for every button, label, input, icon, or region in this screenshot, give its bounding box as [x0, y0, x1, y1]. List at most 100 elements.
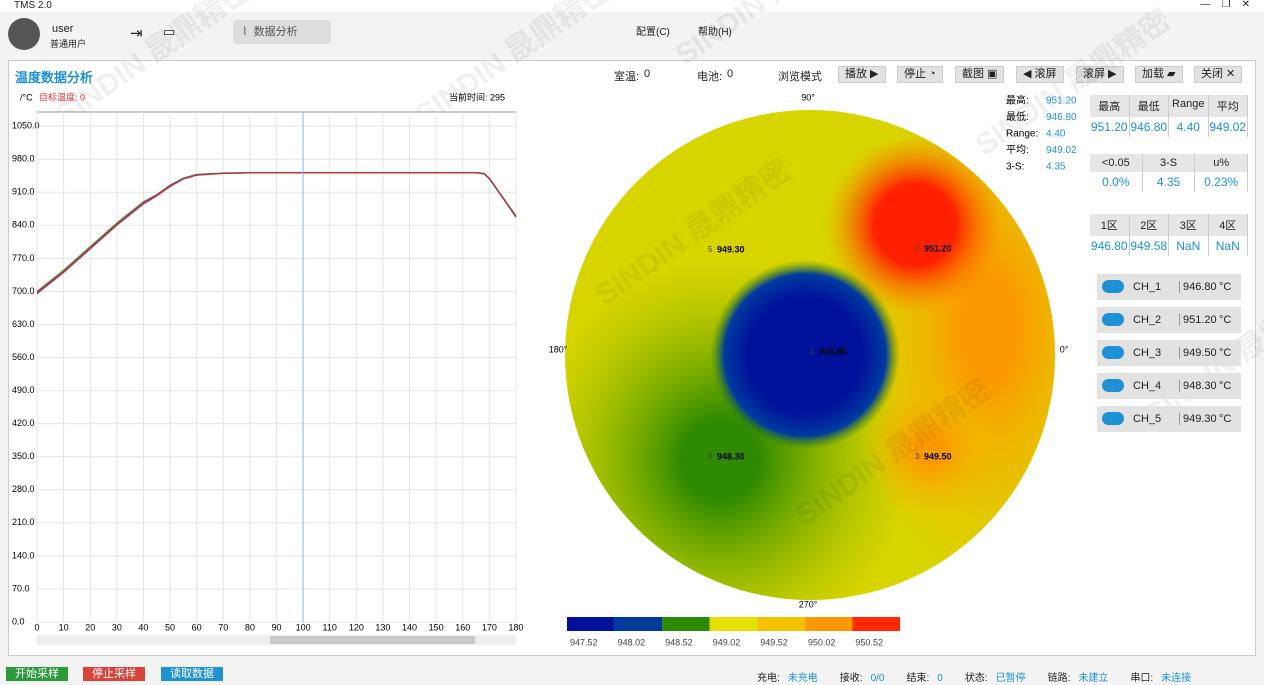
status-item: 接收: 0/0: [840, 673, 885, 684]
button[interactable]: 滚屏 ▶: [1076, 66, 1124, 83]
logout-icon[interactable]: ⇥: [130, 25, 143, 42]
channel-name: CH_2: [1133, 314, 1162, 326]
cell: 3-S: [1143, 154, 1196, 172]
tab[interactable]: ⌇ 数据分析: [233, 20, 331, 44]
cell: NaN: [1169, 236, 1209, 256]
channel-unit: °C: [1219, 347, 1232, 359]
button[interactable]: 播放 ▶: [838, 66, 886, 83]
x-tick-label: 50: [165, 622, 175, 632]
x-tick-label: 180: [508, 622, 523, 632]
table-row: 951.20 946.80 4.40 949.02: [1090, 117, 1248, 137]
colorbar-cell: [614, 617, 663, 631]
stats-table: 1区 2区 3区 4区 946.80 949.58 NaN NaN: [1090, 214, 1248, 256]
target: 目标温度: 0: [39, 91, 85, 102]
button[interactable]: 关闭 ✕: [1194, 66, 1243, 83]
window-title: TMS 2.0: [14, 0, 52, 11]
status-value: 未充电: [787, 673, 818, 684]
stat-value: 4.35: [1046, 162, 1066, 173]
y-tick-label: 700.0: [12, 286, 35, 296]
button[interactable]: 截图 ▣: [955, 66, 1005, 83]
y-tick-label: 280.0: [12, 484, 35, 494]
stat-label: 最低:: [1006, 110, 1029, 123]
cell: 946.80: [1129, 117, 1169, 137]
x-tick-label: 10: [59, 622, 69, 632]
window-controls[interactable]: — ❐ ✕: [1200, 0, 1250, 10]
channel-name: CH_1: [1133, 281, 1162, 293]
colorbar-label: 947.52: [570, 637, 598, 647]
point-id: 1: [810, 347, 815, 356]
tab-label: 数据分析: [253, 26, 298, 38]
colorbar-label: 949.02: [713, 637, 741, 647]
x-tick-label: 70: [218, 622, 228, 632]
cell: 最低: [1130, 95, 1169, 117]
y-tick-label: 630.0: [12, 319, 35, 329]
button[interactable]: 停止 ◔: [897, 66, 943, 83]
read-button[interactable]: 读取数据: [161, 667, 223, 681]
label: 播放: [845, 68, 867, 80]
label: 停止: [904, 68, 926, 80]
x-tick-label: 40: [138, 622, 148, 632]
y-label: /°C: [20, 92, 33, 102]
channel: CH_3 949.50 °C: [1097, 340, 1241, 366]
point-value: 949.30: [717, 244, 745, 254]
channel-value: 946.80: [1179, 281, 1217, 293]
device-icon[interactable]: ▭: [163, 24, 176, 39]
label: 关闭: [1201, 68, 1223, 80]
scroll-thumb[interactable]: [270, 636, 475, 644]
watermark: SINDIN 晟鼎精密: [969, 2, 1177, 162]
x-tick-label: 100: [296, 622, 311, 632]
y-tick-label: 420.0: [12, 418, 35, 428]
cell: 2区: [1130, 214, 1169, 236]
watermark: SINDIN 晟鼎精密: [669, 0, 877, 72]
toggle[interactable]: [1102, 313, 1124, 326]
status-label: 状态:: [964, 673, 988, 684]
status-value: 0/0: [870, 673, 885, 684]
x-tick-label: 120: [349, 622, 364, 632]
x-tick-label: 0: [34, 622, 39, 632]
x-tick-label: 30: [112, 622, 122, 632]
stats-table: <0.05 3-S u% 0.0% 4.35 0.23%: [1090, 154, 1249, 192]
cell: 平均: [1209, 95, 1248, 117]
channel-name: CH_4: [1133, 380, 1162, 392]
colorbar-label: 950.02: [808, 637, 836, 647]
colorbar-cell: [709, 617, 758, 631]
toggle[interactable]: [1102, 412, 1124, 425]
menu[interactable]: 帮助(H): [698, 27, 732, 38]
toggle[interactable]: [1102, 280, 1124, 293]
y-tick-label: 490.0: [12, 385, 35, 395]
point-id: 2: [915, 244, 920, 253]
start-button[interactable]: 开始采样: [6, 667, 68, 681]
stat-value: 949.02: [1046, 145, 1077, 156]
colorbar-label: 950.52: [855, 637, 883, 647]
label: 截图: [962, 68, 984, 80]
channel: CH_2 951.20 °C: [1097, 307, 1241, 333]
toggle[interactable]: [1102, 346, 1124, 359]
cell: 0.23%: [1195, 172, 1249, 192]
stat-value: 951.20: [1046, 96, 1077, 107]
button[interactable]: ◀ 滚屏: [1016, 66, 1064, 83]
cell: 0.0%: [1090, 172, 1143, 192]
x-tick-label: 20: [85, 622, 95, 632]
colorbar-label: 948.02: [618, 637, 646, 647]
colorbar-cell: [662, 617, 710, 631]
channel-name: CH_3: [1133, 347, 1162, 359]
cell: 4区: [1209, 214, 1248, 236]
y-tick-label: 0.0: [12, 616, 25, 626]
table-row: 946.80 949.58 NaN NaN: [1090, 236, 1248, 256]
stop-button[interactable]: 停止采样: [83, 667, 145, 681]
menu[interactable]: 配置(C): [636, 27, 670, 38]
status-item: 结束: 0: [906, 673, 942, 684]
point-value: 951.20: [924, 243, 952, 253]
button[interactable]: 加载 ▰: [1135, 66, 1183, 83]
status-item: 充电: 未充电: [757, 673, 818, 684]
mode[interactable]: 浏览模式: [778, 71, 822, 83]
toggle[interactable]: [1102, 379, 1124, 392]
status-value: 未建立: [1078, 673, 1109, 684]
user-name: user: [52, 23, 74, 35]
status-bar: 充电: 未充电 接收: 0/0 结束: 0 状态: 已暂停 链路: 未建立 串口: 未连接: [757, 669, 1213, 684]
label: 加载: [1142, 68, 1164, 80]
table-row: <0.05 3-S u%: [1090, 154, 1249, 172]
channel-value: 951.20: [1179, 314, 1217, 326]
